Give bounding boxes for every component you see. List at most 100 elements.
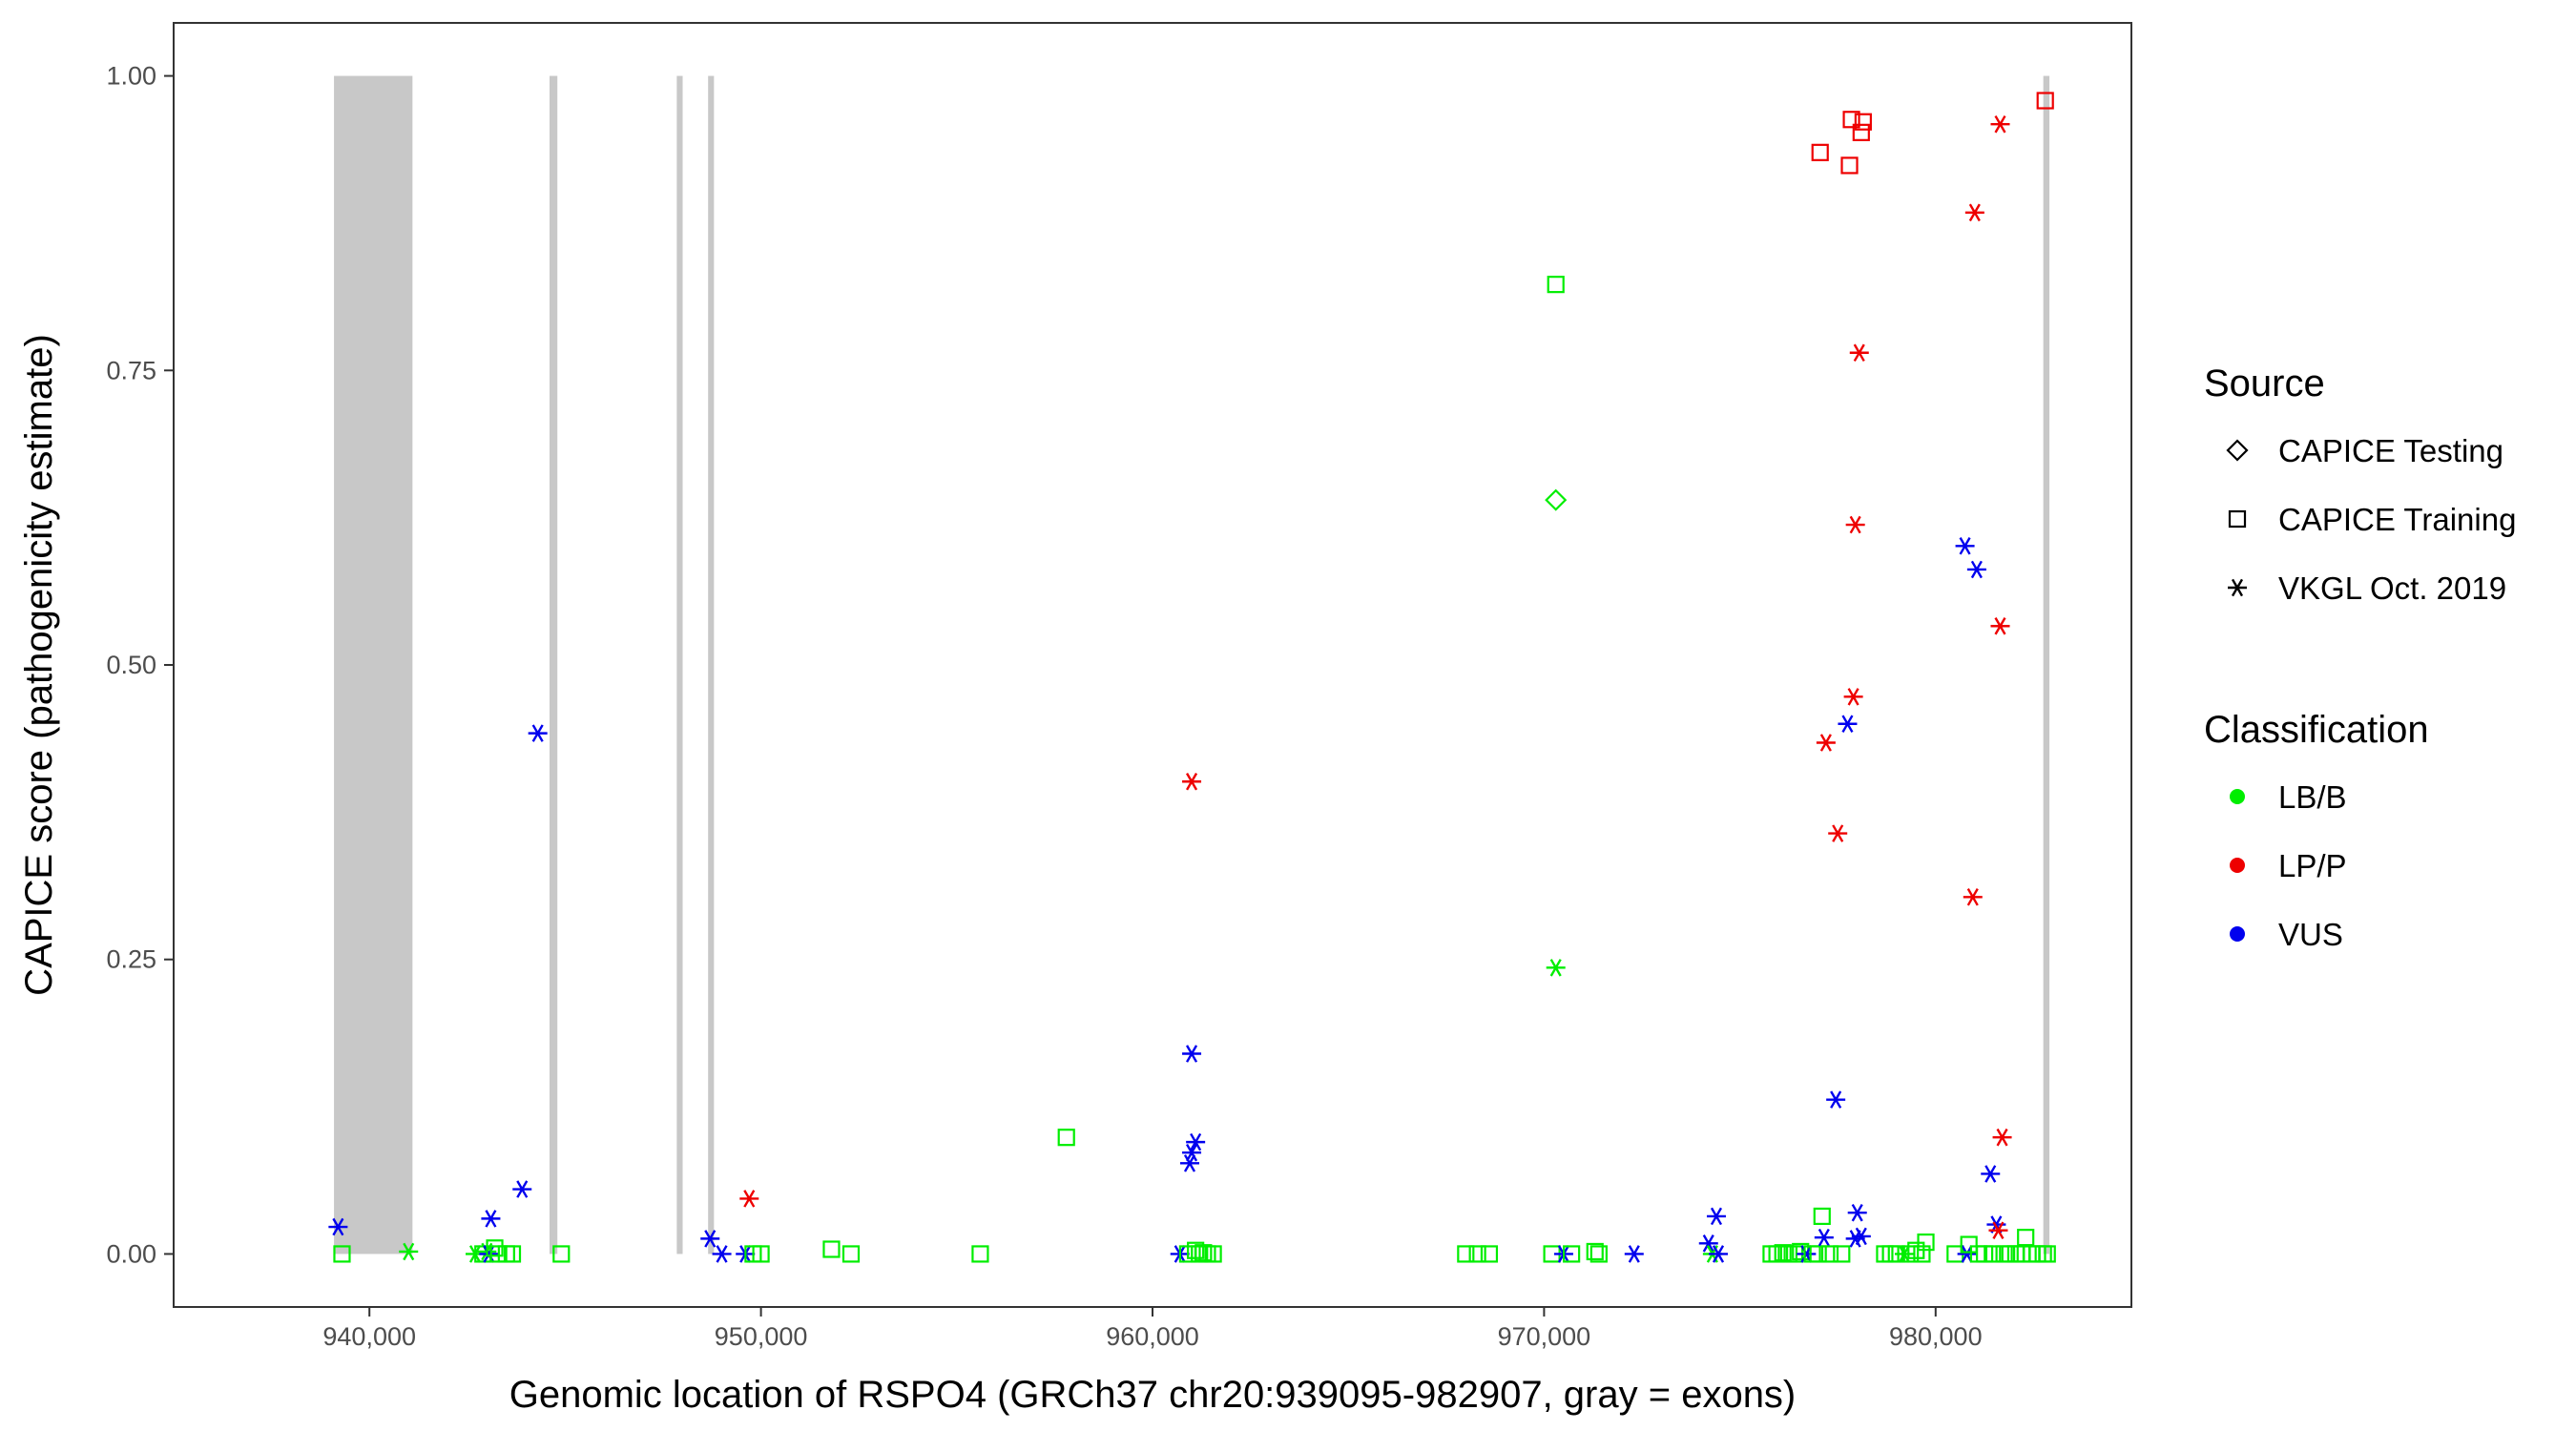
data-point-asterisk: [1992, 1128, 2012, 1147]
data-point-asterisk: [512, 1180, 532, 1198]
data-point-asterisk: [712, 1245, 732, 1263]
legend-source-label: VKGL Oct. 2019: [2278, 570, 2506, 606]
data-point-asterisk: [1182, 1045, 1202, 1063]
legend-classification-label: VUS: [2278, 917, 2343, 952]
y-axis-title: CAPICE score (pathogenicity estimate): [18, 334, 60, 996]
data-point-square: [822, 1240, 841, 1258]
data-point-square: [1057, 1129, 1075, 1147]
x-tick-label: 980,000: [1889, 1322, 1983, 1351]
legend-key-color: [2230, 858, 2245, 873]
legend-source-label: CAPICE Training: [2278, 502, 2516, 537]
data-point-square: [1901, 1245, 1920, 1263]
data-point-square: [1809, 1245, 1827, 1263]
data-point-square: [1820, 1245, 1839, 1263]
data-point-square: [1917, 1233, 1935, 1252]
data-point-square: [1960, 1235, 1978, 1254]
data-point-asterisk: [1963, 888, 1983, 906]
exon-layer: [334, 75, 2050, 1255]
data-point-asterisk: [1966, 560, 1986, 579]
data-point-square: [1852, 123, 1870, 141]
data-point-asterisk: [1988, 1221, 2008, 1239]
data-point-square: [1768, 1245, 1786, 1263]
legend-key-asterisk: [2228, 578, 2247, 597]
legend-classification-label: LB/B: [2278, 779, 2347, 815]
data-point-square: [1984, 1245, 2002, 1263]
data-point-square: [1195, 1244, 1213, 1262]
data-point-asterisk: [399, 1242, 419, 1261]
exon-band: [334, 75, 413, 1255]
data-point-square: [1586, 1242, 1604, 1261]
data-point-asterisk: [1955, 537, 1975, 555]
legend-source-label: CAPICE Testing: [2278, 433, 2503, 468]
data-point-asterisk: [1624, 1245, 1644, 1263]
y-tick-label: 0.00: [106, 1239, 156, 1268]
data-point-asterisk: [1816, 734, 1836, 752]
data-point-square: [752, 1245, 770, 1263]
legend-key-square: [2228, 509, 2247, 529]
legend-classification-title: Classification: [2204, 709, 2429, 751]
data-point-square: [2017, 1229, 2035, 1247]
data-point-asterisk: [1964, 203, 1984, 222]
data-point-asterisk: [1981, 1165, 2001, 1183]
data-point-asterisk: [700, 1230, 720, 1248]
x-axis-title: Genomic location of RSPO4 (GRCh37 chr20:…: [509, 1374, 1797, 1416]
data-point-square: [1854, 113, 1872, 131]
data-point-diamond: [1545, 488, 1568, 511]
x-tick-label: 950,000: [715, 1322, 808, 1351]
data-point-square: [1589, 1245, 1608, 1263]
data-point-square: [2038, 1245, 2056, 1263]
data-point-asterisk: [328, 1217, 348, 1236]
data-point-square: [1842, 111, 1860, 129]
data-point-square: [1833, 1245, 1851, 1263]
legend-key-diamond: [2226, 439, 2249, 462]
y-tick-label: 0.50: [106, 651, 156, 679]
data-point-asterisk: [1706, 1207, 1726, 1226]
data-point-square: [1840, 156, 1859, 175]
data-point-asterisk: [1845, 515, 1865, 534]
data-point-asterisk: [1847, 1203, 1867, 1222]
data-point-square: [841, 1245, 861, 1263]
data-point-square: [1774, 1244, 1792, 1262]
data-point-square: [503, 1245, 522, 1263]
y-tick-label: 0.75: [106, 356, 156, 384]
x-tick-label: 940,000: [322, 1322, 416, 1351]
data-point-square: [2036, 92, 2054, 110]
legend-source-title: Source: [2204, 363, 2325, 404]
exon-band: [708, 75, 715, 1255]
data-point-asterisk: [1709, 1245, 1729, 1263]
data-point-asterisk: [1843, 688, 1863, 706]
legend: Source CAPICE Testing CAPICE Training VKGL…: [2204, 363, 2516, 952]
data-point-asterisk: [739, 1190, 759, 1208]
data-point-asterisk: [1182, 772, 1202, 791]
data-point-asterisk: [481, 1210, 501, 1228]
data-point-square: [552, 1245, 571, 1263]
data-point-asterisk: [1851, 1227, 1871, 1246]
data-point-square: [1563, 1245, 1581, 1263]
data-point-asterisk: [1849, 343, 1869, 363]
x-tick-label: 960,000: [1106, 1322, 1199, 1351]
data-point-square: [1204, 1245, 1222, 1263]
data-point-square: [486, 1239, 504, 1257]
x-axis: 940,000 950,000 960,000 970,000 980,000: [322, 1307, 1983, 1351]
y-tick-label: 0.25: [106, 945, 156, 974]
y-axis: 0.00 0.25 0.50 0.75 1.00: [106, 62, 174, 1268]
data-point-square: [1547, 276, 1565, 294]
legend-source-items: CAPICE Testing CAPICE Training VKGL Oct. 2…: [2226, 433, 2516, 606]
legend-key-color: [2230, 789, 2245, 804]
data-point-asterisk: [1826, 1090, 1846, 1109]
data-point-asterisk: [1828, 824, 1848, 842]
y-tick-label: 1.00: [106, 62, 156, 91]
data-point-asterisk: [1698, 1234, 1718, 1253]
data-point-asterisk: [1182, 1143, 1202, 1162]
data-point-square: [1811, 143, 1829, 161]
data-point-square: [1480, 1245, 1499, 1263]
exon-band: [676, 75, 683, 1255]
data-point-square: [971, 1245, 989, 1263]
legend-classification-label: LP/P: [2278, 848, 2347, 883]
legend-classification-items: LB/B LP/P VUS: [2230, 779, 2347, 952]
data-point-asterisk: [1546, 959, 1566, 977]
data-point-asterisk: [1814, 1228, 1834, 1247]
data-point-asterisk: [1990, 114, 2010, 134]
